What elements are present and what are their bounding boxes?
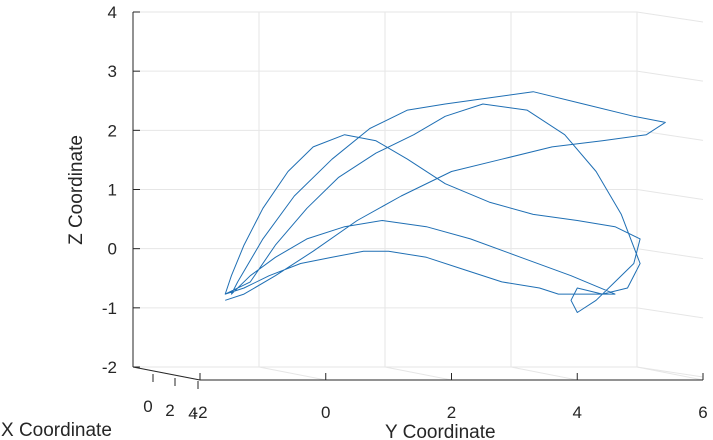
z-tick-label: 3 xyxy=(108,62,117,81)
z-tick-label: -2 xyxy=(102,358,117,377)
side-grid-line-z xyxy=(636,70,704,82)
side-grid-line-z xyxy=(636,189,704,200)
z-tick-label: 1 xyxy=(108,181,117,200)
z-tick-label: 4 xyxy=(108,3,117,22)
x-axis-line xyxy=(132,366,201,381)
side-grid-line-z xyxy=(636,11,704,23)
z-tick-label: -1 xyxy=(102,299,117,318)
z-tick-label: 2 xyxy=(108,121,117,140)
grid-lines xyxy=(132,11,704,381)
floor-grid-line-y xyxy=(384,366,452,381)
y-tick-label: 2 xyxy=(447,403,456,422)
axes xyxy=(132,11,704,389)
x-tick-label: 4 xyxy=(188,404,197,423)
side-grid-line-z xyxy=(636,366,704,378)
y-tick-label: 0 xyxy=(321,403,330,422)
floor-grid-line-y xyxy=(258,366,326,381)
y-tick-label: 6 xyxy=(698,403,707,422)
side-grid-line-z xyxy=(636,307,704,319)
y-tick-label: -2 xyxy=(192,403,207,422)
z-axis-label: Z Coordinate xyxy=(66,135,87,245)
side-grid-line-z xyxy=(636,248,704,260)
side-grid-line-z xyxy=(636,129,704,141)
x-axis-label: X Coordinate xyxy=(1,420,112,440)
y-axis-label: Y Coordinate xyxy=(385,422,496,440)
x-tick-label: 2 xyxy=(165,401,174,420)
floor-grid-line-y xyxy=(510,366,578,381)
x-tick-label: 0 xyxy=(143,397,152,416)
y-tick-label: 4 xyxy=(573,403,582,422)
z-tick-label: 0 xyxy=(108,240,117,259)
series-line xyxy=(224,91,666,313)
data-layer xyxy=(224,91,666,313)
